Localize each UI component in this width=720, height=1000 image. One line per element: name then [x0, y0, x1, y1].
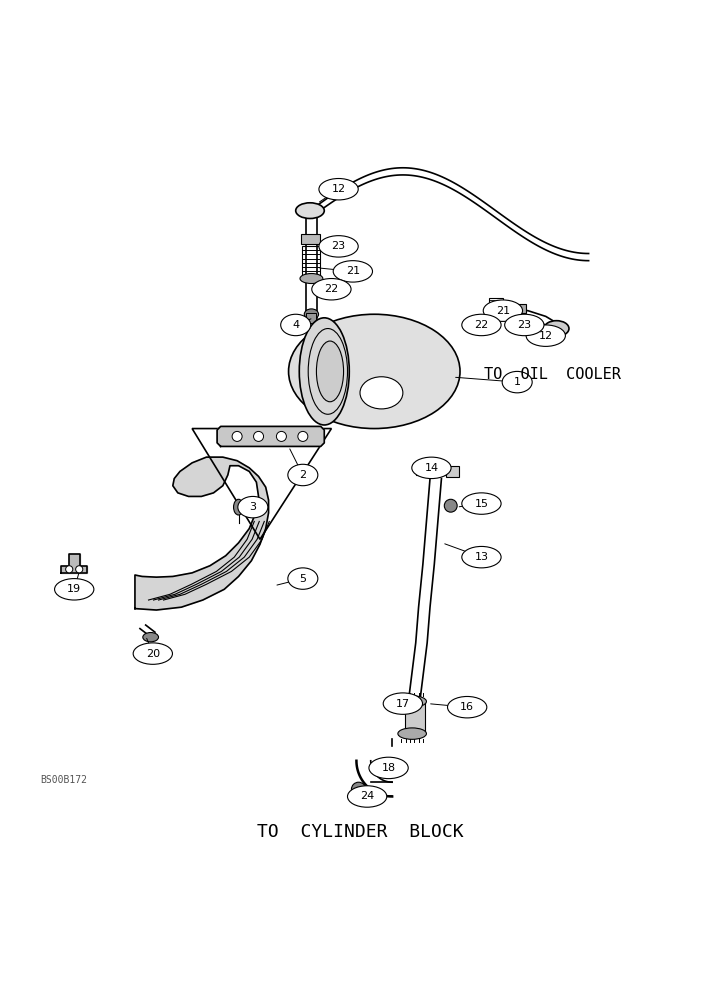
Circle shape — [232, 431, 242, 441]
Bar — [446, 466, 459, 477]
Ellipse shape — [288, 568, 318, 589]
Ellipse shape — [448, 696, 487, 718]
Ellipse shape — [462, 314, 501, 336]
Text: 19: 19 — [67, 584, 81, 594]
Ellipse shape — [505, 314, 544, 336]
Circle shape — [351, 782, 366, 796]
Ellipse shape — [296, 203, 324, 219]
Text: 24: 24 — [360, 791, 374, 801]
Text: 1: 1 — [513, 377, 521, 387]
Ellipse shape — [412, 457, 451, 479]
Text: 23: 23 — [331, 241, 346, 251]
Ellipse shape — [474, 316, 487, 324]
Text: 16: 16 — [460, 702, 474, 712]
Ellipse shape — [305, 309, 318, 320]
Circle shape — [298, 431, 308, 441]
Ellipse shape — [462, 546, 501, 568]
Ellipse shape — [233, 499, 243, 515]
Bar — [405, 702, 425, 732]
Ellipse shape — [281, 314, 311, 336]
Ellipse shape — [348, 786, 387, 807]
Circle shape — [66, 566, 73, 573]
Text: 12: 12 — [539, 331, 553, 341]
Circle shape — [253, 431, 264, 441]
Text: 18: 18 — [382, 763, 396, 773]
Text: 4: 4 — [292, 320, 300, 330]
Circle shape — [276, 431, 287, 441]
Ellipse shape — [398, 696, 426, 707]
Ellipse shape — [288, 464, 318, 486]
Ellipse shape — [143, 633, 158, 642]
Ellipse shape — [319, 236, 359, 257]
Circle shape — [444, 499, 457, 512]
Text: 2: 2 — [300, 470, 307, 480]
Bar — [489, 298, 503, 318]
Text: 3: 3 — [249, 502, 256, 512]
Ellipse shape — [544, 321, 569, 336]
Ellipse shape — [502, 371, 532, 393]
Ellipse shape — [369, 757, 408, 779]
Ellipse shape — [333, 261, 372, 282]
Text: 5: 5 — [300, 574, 306, 584]
Ellipse shape — [312, 279, 351, 300]
Text: 22: 22 — [324, 284, 338, 294]
Bar — [510, 304, 526, 313]
Text: BS00B172: BS00B172 — [40, 775, 87, 785]
Text: 17: 17 — [396, 699, 410, 709]
Ellipse shape — [316, 341, 343, 402]
Ellipse shape — [289, 314, 460, 429]
Bar — [415, 468, 451, 475]
Ellipse shape — [319, 178, 359, 200]
Ellipse shape — [462, 493, 501, 514]
Text: 20: 20 — [145, 649, 160, 659]
Ellipse shape — [55, 579, 94, 600]
Text: 12: 12 — [331, 184, 346, 194]
Text: 21: 21 — [346, 266, 360, 276]
Text: 22: 22 — [474, 320, 489, 330]
Text: 13: 13 — [474, 552, 488, 562]
Ellipse shape — [383, 693, 423, 714]
Text: TO  OIL  COOLER: TO OIL COOLER — [485, 367, 621, 382]
Polygon shape — [135, 457, 269, 610]
Ellipse shape — [398, 728, 426, 739]
Ellipse shape — [300, 318, 349, 425]
Polygon shape — [61, 554, 87, 573]
Ellipse shape — [238, 496, 268, 518]
Ellipse shape — [300, 274, 323, 284]
Text: TO  CYLINDER  BLOCK: TO CYLINDER BLOCK — [257, 823, 463, 841]
Ellipse shape — [133, 643, 173, 664]
Bar — [302, 246, 320, 275]
Text: 15: 15 — [474, 499, 488, 509]
Circle shape — [76, 566, 83, 573]
Bar — [302, 234, 320, 244]
Text: 14: 14 — [424, 463, 438, 473]
Ellipse shape — [483, 300, 523, 321]
Text: 21: 21 — [496, 306, 510, 316]
Bar — [307, 313, 316, 323]
Ellipse shape — [526, 325, 565, 346]
Polygon shape — [217, 426, 324, 446]
Ellipse shape — [360, 377, 403, 409]
Text: 23: 23 — [517, 320, 531, 330]
